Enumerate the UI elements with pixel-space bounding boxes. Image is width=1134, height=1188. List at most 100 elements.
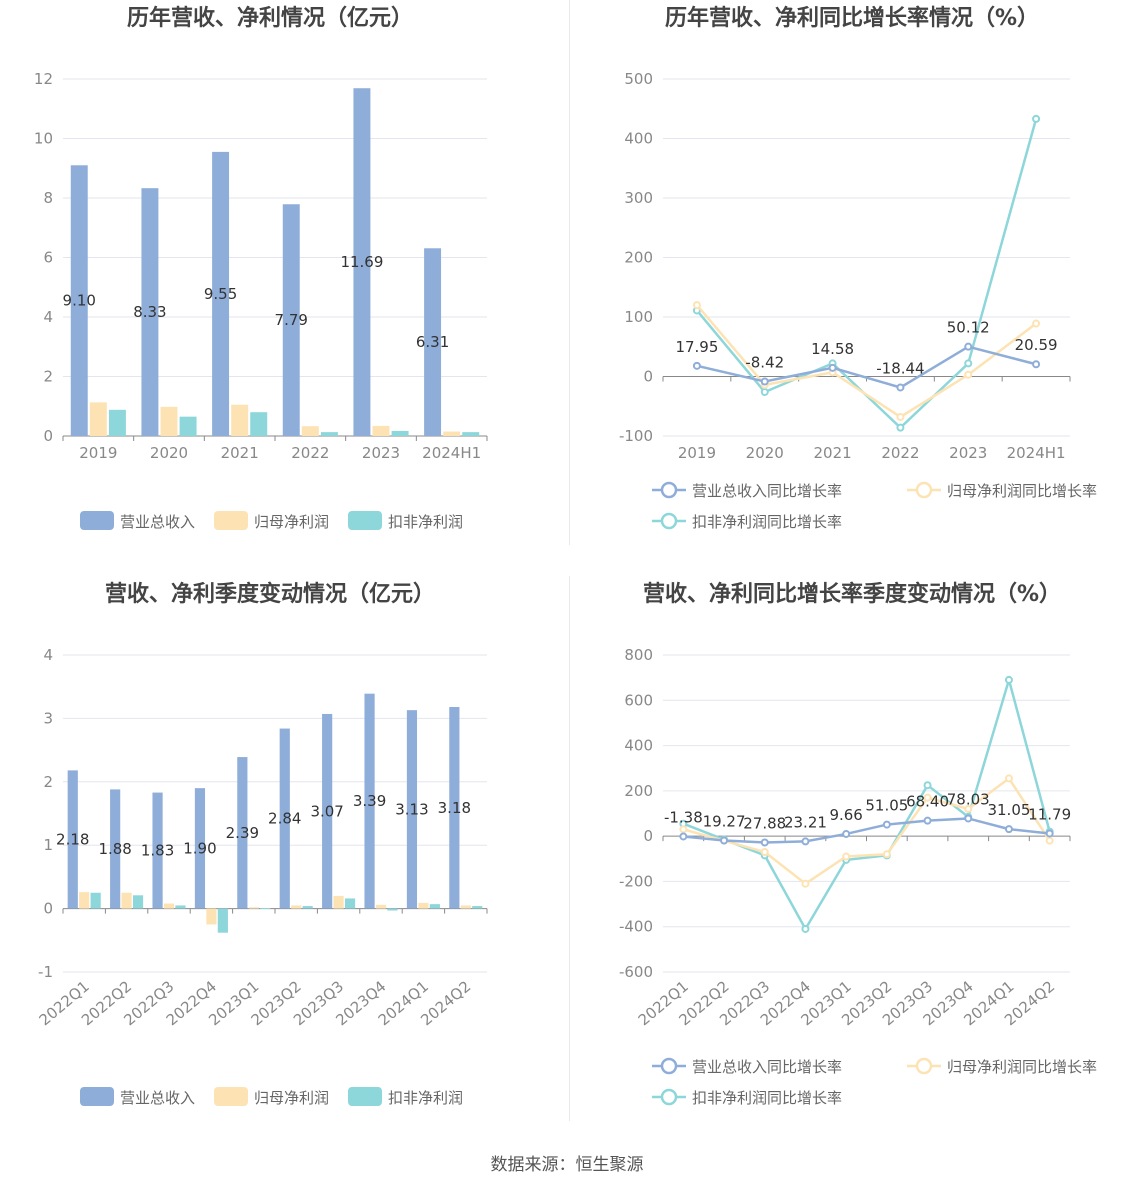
x-tick-label: 2021 (813, 444, 851, 462)
legend-marker (915, 1057, 933, 1075)
bar-net-profit (375, 904, 387, 909)
bar-net-profit (248, 907, 259, 909)
revenue-growth-data-label: 14.58 (811, 340, 854, 358)
bar-revenue (322, 713, 333, 909)
chart-title: 营收、净利季度变动情况（亿元） (105, 581, 435, 607)
line-net-profit-growth (683, 776, 1051, 886)
bar-net-profit (160, 406, 178, 436)
bar-deducted-profit (108, 409, 126, 436)
legend-swatch (348, 511, 382, 530)
bar-revenue (67, 770, 78, 909)
legend-marker (660, 1088, 678, 1106)
y-tick-label: 10 (34, 130, 53, 148)
line-revenue-growth (683, 817, 1050, 844)
line-point (828, 363, 837, 372)
bar-revenue (424, 248, 442, 436)
line-point (896, 412, 905, 421)
x-tick-label: 2019 (79, 444, 117, 462)
line-point (964, 814, 973, 823)
bar-revenue (237, 757, 248, 909)
revenue-growth-data-label: 23.21 (784, 813, 827, 831)
bar-net-profit (79, 892, 90, 909)
divider-top (569, 0, 570, 545)
annual-bar-chart-svg: 历年营收、净利情况（亿元） 0 2 4 6 8 10 12 2019 2020 2021 2022 20… (34, 5, 488, 531)
revenue-data-label: 11.69 (340, 253, 383, 271)
legend-label: 扣非净利润 (388, 1089, 463, 1107)
bar-deducted-profit (179, 416, 197, 436)
bar-net-profit (443, 431, 461, 436)
bar-net-profit (418, 902, 429, 909)
line-revenue-growth (696, 345, 1037, 389)
line-point (692, 361, 701, 370)
y-tick-label: -1 (38, 963, 53, 981)
legend-swatch (80, 511, 114, 530)
bar-deducted-profit (250, 412, 268, 436)
y-tick-label: 400 (624, 130, 653, 148)
legend-label: 营业总收入同比增长率 (692, 482, 842, 500)
annual-growth-rate-chart: 历年营收、净利同比增长率情况（%） -100 0 100 200 300 400 500 201… (567, 0, 1134, 575)
bar-deducted-profit (132, 895, 144, 909)
bar-deducted-profit (387, 908, 398, 911)
bar-revenue (449, 706, 460, 909)
legend-label: 扣非净利润同比增长率 (692, 513, 842, 531)
x-tick-label: 2023 (362, 444, 400, 462)
line-point (1045, 829, 1054, 838)
y-tick-label: -400 (619, 918, 653, 936)
line-point (882, 850, 891, 859)
line-point (964, 359, 973, 368)
bar-deducted-profit (462, 432, 480, 436)
bar-net-profit (231, 404, 249, 436)
bar-revenue (110, 789, 121, 909)
revenue-data-label: 1.83 (141, 842, 174, 860)
bar-deducted-profit (344, 898, 356, 909)
legend-marker (660, 481, 678, 499)
y-tick-label: 0 (43, 900, 53, 918)
line-point (964, 342, 973, 351)
legend-label: 营业总收入 (120, 513, 195, 531)
line-point (801, 924, 810, 933)
bar-revenue (194, 788, 206, 909)
revenue-growth-data-label: 19.27 (703, 813, 746, 831)
x-tick-label: 2020 (150, 444, 188, 462)
bar-deducted-profit (472, 906, 483, 909)
y-tick-label: 200 (624, 249, 653, 267)
legend-label: 归母净利润同比增长率 (947, 482, 1097, 500)
legend-swatch (348, 1087, 382, 1106)
y-tick-label: 12 (34, 70, 53, 88)
y-tick-label: 4 (43, 646, 53, 664)
bar-net-profit (333, 895, 344, 909)
line-point (842, 829, 851, 838)
legend-marker (915, 481, 933, 499)
y-tick-label: 6 (43, 249, 53, 267)
annual-revenue-profit-chart: 历年营收、净利情况（亿元） 0 2 4 6 8 10 12 2019 2020 2021 2022 20… (0, 0, 567, 575)
line-point (692, 301, 701, 310)
revenue-data-label: 2.39 (226, 824, 259, 842)
bar-revenue (212, 151, 230, 436)
revenue-growth-data-label: 51.05 (865, 797, 908, 815)
revenue-data-label: 3.18 (438, 799, 471, 817)
line-point (1032, 114, 1041, 123)
annual-line-chart-svg: 历年营收、净利同比增长率情况（%） -100 0 100 200 300 400 500 201… (619, 5, 1097, 531)
revenue-data-label: 2.84 (268, 810, 301, 828)
line-point (1004, 774, 1013, 783)
bar-net-profit (291, 905, 302, 909)
x-tick-label: 2020 (746, 444, 784, 462)
legend-swatch (214, 511, 248, 530)
line-point (1032, 360, 1041, 369)
bar-deducted-profit (260, 907, 271, 909)
revenue-data-label: 3.39 (353, 792, 386, 810)
bar-revenue (279, 728, 290, 909)
revenue-data-label: 3.07 (310, 802, 343, 820)
y-tick-label: 2 (43, 368, 53, 386)
x-tick-label: 2022 (291, 444, 329, 462)
bar-deducted-profit (320, 432, 338, 436)
revenue-data-label: 6.31 (416, 333, 449, 351)
line-point (679, 832, 688, 841)
line-point (1004, 825, 1013, 834)
x-tick-label: 2024H1 (1007, 444, 1066, 462)
revenue-growth-data-label: 50.12 (947, 319, 990, 337)
bar-deducted-profit (391, 430, 409, 436)
bar-deducted-profit (302, 906, 313, 909)
bar-net-profit (206, 908, 217, 925)
legend-label: 归母净利润同比增长率 (947, 1058, 1097, 1076)
